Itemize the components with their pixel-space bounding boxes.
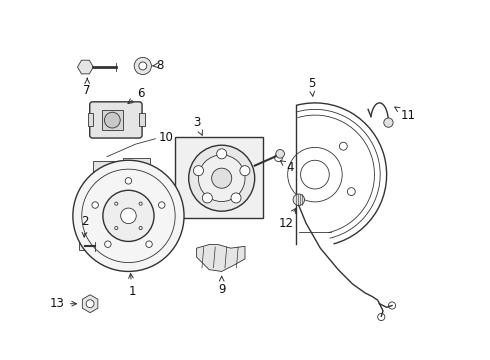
Circle shape: [202, 193, 212, 203]
Circle shape: [115, 226, 118, 230]
Circle shape: [231, 193, 241, 203]
Text: 3: 3: [193, 116, 202, 135]
Bar: [123, 158, 150, 168]
Bar: [93, 171, 120, 176]
Circle shape: [115, 202, 118, 205]
Circle shape: [212, 168, 232, 188]
Circle shape: [103, 190, 154, 242]
Circle shape: [198, 155, 245, 202]
Text: 2: 2: [81, 215, 89, 237]
Circle shape: [276, 149, 285, 158]
Text: 11: 11: [395, 107, 416, 122]
Circle shape: [104, 112, 120, 128]
Circle shape: [194, 166, 203, 176]
Circle shape: [125, 177, 132, 184]
Circle shape: [139, 202, 142, 205]
Circle shape: [159, 202, 165, 208]
Bar: [139, 113, 145, 126]
Text: 7: 7: [83, 78, 91, 97]
Bar: [88, 113, 93, 126]
Text: 5: 5: [308, 77, 315, 96]
Text: 4: 4: [280, 161, 294, 174]
Circle shape: [86, 300, 94, 308]
FancyBboxPatch shape: [90, 102, 142, 138]
Circle shape: [73, 160, 184, 271]
Bar: [101, 110, 123, 130]
Circle shape: [217, 149, 227, 159]
Circle shape: [121, 208, 136, 224]
Circle shape: [139, 226, 142, 230]
Circle shape: [293, 194, 304, 206]
Circle shape: [274, 154, 282, 162]
Circle shape: [139, 62, 147, 70]
Text: 6: 6: [128, 87, 145, 103]
Polygon shape: [196, 244, 245, 271]
Text: 8: 8: [156, 59, 164, 72]
Circle shape: [92, 202, 98, 208]
Circle shape: [347, 188, 355, 195]
Circle shape: [384, 118, 393, 127]
Text: 10: 10: [159, 131, 174, 144]
Text: 9: 9: [218, 276, 225, 296]
Bar: [79, 242, 85, 250]
Circle shape: [240, 166, 250, 176]
Circle shape: [105, 241, 111, 247]
Bar: [93, 161, 120, 171]
Text: 12: 12: [279, 208, 296, 230]
Text: 1: 1: [128, 274, 136, 298]
Circle shape: [134, 57, 151, 75]
Circle shape: [189, 145, 255, 211]
Text: 13: 13: [50, 297, 76, 310]
Circle shape: [340, 142, 347, 150]
Circle shape: [146, 241, 152, 247]
Bar: [123, 168, 150, 174]
Bar: [175, 137, 263, 218]
